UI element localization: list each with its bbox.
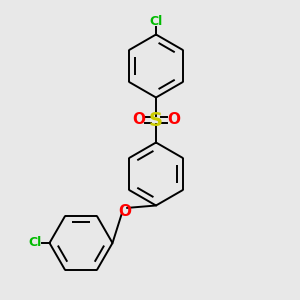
Text: O: O <box>118 204 131 219</box>
Text: S: S <box>149 110 163 130</box>
Text: Cl: Cl <box>149 15 163 28</box>
Text: O: O <box>132 112 145 128</box>
Text: Cl: Cl <box>28 236 42 250</box>
Text: O: O <box>167 112 180 128</box>
